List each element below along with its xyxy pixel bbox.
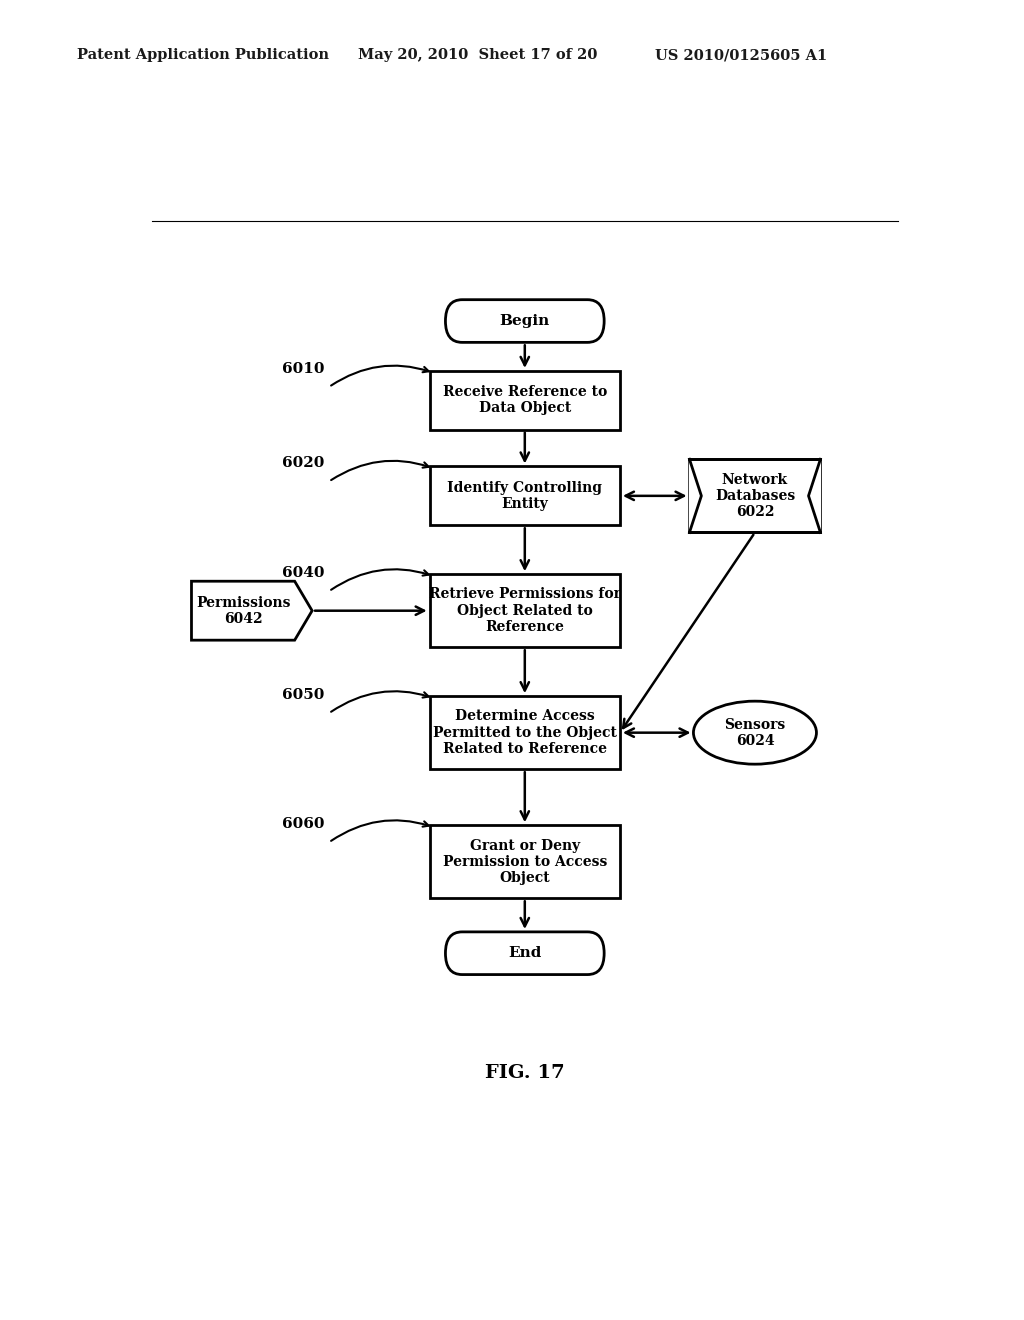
Ellipse shape: [693, 701, 816, 764]
Text: 6060: 6060: [283, 817, 325, 832]
Text: Network
Databases
6022: Network Databases 6022: [715, 473, 795, 519]
Bar: [430, 574, 621, 647]
Text: Determine Access
Permitted to the Object
Related to Reference: Determine Access Permitted to the Object…: [433, 709, 616, 756]
Text: 6040: 6040: [283, 566, 325, 579]
Bar: [689, 459, 820, 532]
Text: Sensors
6024: Sensors 6024: [724, 718, 785, 747]
Polygon shape: [809, 459, 820, 532]
Bar: [430, 371, 621, 430]
Text: Receive Reference to
Data Object: Receive Reference to Data Object: [442, 385, 607, 416]
Text: Retrieve Permissions for
Object Related to
Reference: Retrieve Permissions for Object Related …: [429, 587, 621, 634]
Text: Patent Application Publication: Patent Application Publication: [77, 49, 329, 62]
Polygon shape: [689, 459, 701, 532]
Bar: [430, 696, 621, 770]
Text: 6050: 6050: [283, 688, 325, 702]
Bar: [430, 825, 621, 899]
FancyBboxPatch shape: [445, 300, 604, 342]
Text: US 2010/0125605 A1: US 2010/0125605 A1: [655, 49, 827, 62]
Polygon shape: [191, 581, 312, 640]
Text: End: End: [508, 946, 542, 960]
Text: 6020: 6020: [283, 457, 325, 470]
Text: May 20, 2010  Sheet 17 of 20: May 20, 2010 Sheet 17 of 20: [358, 49, 598, 62]
FancyBboxPatch shape: [445, 932, 604, 974]
Text: 6010: 6010: [283, 362, 325, 376]
Text: Grant or Deny
Permission to Access
Object: Grant or Deny Permission to Access Objec…: [442, 838, 607, 884]
Text: Identify Controlling
Entity: Identify Controlling Entity: [447, 480, 602, 511]
Text: Permissions
6042: Permissions 6042: [196, 595, 291, 626]
Bar: [430, 466, 621, 525]
Text: Begin: Begin: [500, 314, 550, 329]
Text: FIG. 17: FIG. 17: [485, 1064, 564, 1082]
